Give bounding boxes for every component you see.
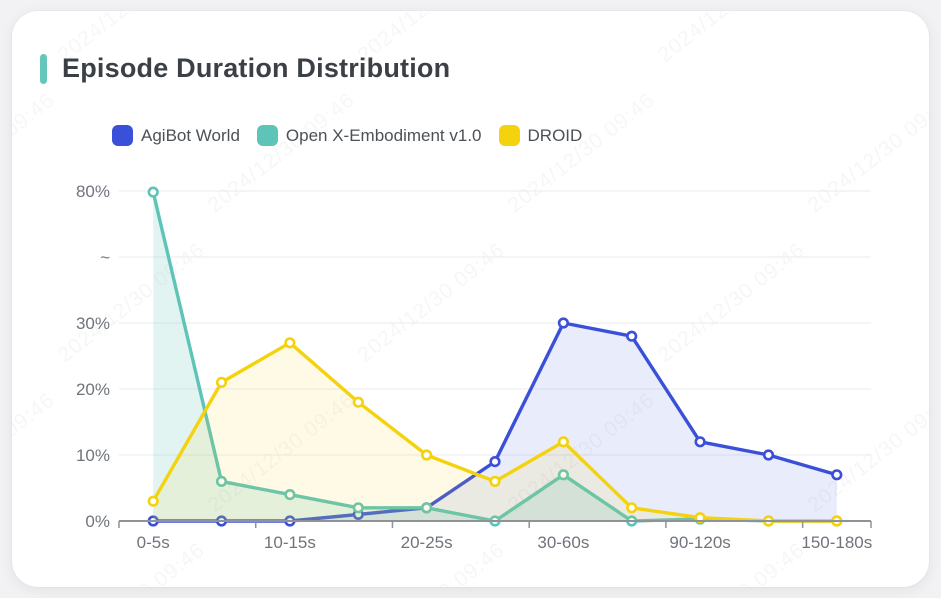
y-axis-tick-label: 0%	[85, 512, 110, 531]
series-area	[153, 342, 837, 521]
series-area	[153, 192, 837, 521]
data-point[interactable]	[421, 502, 433, 514]
data-point[interactable]	[421, 449, 433, 461]
y-axis-tick-label: ~	[100, 248, 110, 267]
title-accent-bar	[40, 53, 47, 84]
legend-item-agibot-world[interactable]: AgiBot World	[112, 125, 240, 146]
series-droid	[147, 337, 843, 527]
legend-label: AgiBot World	[141, 125, 240, 145]
x-axis-tick-label: 10-15s	[264, 533, 316, 552]
data-point[interactable]	[557, 469, 570, 481]
data-point[interactable]	[762, 449, 775, 461]
y-axis-tick-label: 80%	[76, 182, 110, 201]
data-point[interactable]	[626, 502, 638, 514]
legend-item-droid[interactable]: DROID	[498, 125, 583, 146]
data-point[interactable]	[694, 436, 706, 448]
data-point[interactable]	[284, 489, 296, 501]
data-point[interactable]	[489, 456, 501, 468]
x-axis-tick-label: 90-120s	[669, 533, 730, 552]
y-axis-labels: 0% 10% 20% 30% ~80%	[76, 182, 110, 531]
data-point[interactable]	[557, 317, 570, 329]
legend-swatch-droid	[498, 125, 520, 146]
legend-label: DROID	[527, 125, 583, 145]
x-axis-tick-label: 20-25s	[401, 533, 453, 552]
x-axis-labels: 0-5s 10-15s 20-25s 30-60s 90-120s 150-180s	[137, 533, 873, 552]
data-point[interactable]	[831, 469, 843, 481]
legend-swatch-open-x-embodiment	[256, 125, 278, 146]
legend-item-open-x-embodiment[interactable]: Open X-Embodiment v1.0	[256, 125, 482, 146]
y-axis-tick-label: 30%	[76, 314, 110, 333]
data-point[interactable]	[352, 502, 364, 514]
chart-legend: AgiBot World Open X-Embodiment v1.0 DROI…	[112, 125, 582, 146]
legend-label: Open X-Embodiment v1.0	[285, 125, 482, 145]
legend-swatch-agibot-world	[112, 125, 133, 146]
data-point[interactable]	[215, 376, 228, 389]
page-title: Episode Duration Distribution	[62, 53, 451, 83]
series-area	[153, 323, 837, 521]
data-point[interactable]	[215, 475, 228, 488]
chart-header: Episode Duration Distribution	[40, 53, 450, 84]
data-point[interactable]	[284, 337, 296, 349]
data-point[interactable]	[489, 475, 501, 488]
x-axis	[118, 520, 872, 528]
y-axis-tick-label: 10%	[76, 446, 110, 465]
data-point[interactable]	[147, 186, 159, 198]
gridlines	[119, 190, 871, 456]
data-point[interactable]	[352, 396, 364, 408]
data-point[interactable]	[626, 330, 638, 342]
y-axis-tick-label: 20%	[76, 380, 110, 399]
x-axis-tick-label: 0-5s	[137, 533, 170, 552]
data-point[interactable]	[147, 495, 159, 507]
data-point[interactable]	[557, 436, 570, 448]
x-axis-tick-label: 150-180s	[801, 533, 872, 552]
x-axis-tick-label: 30-60s	[537, 533, 589, 552]
